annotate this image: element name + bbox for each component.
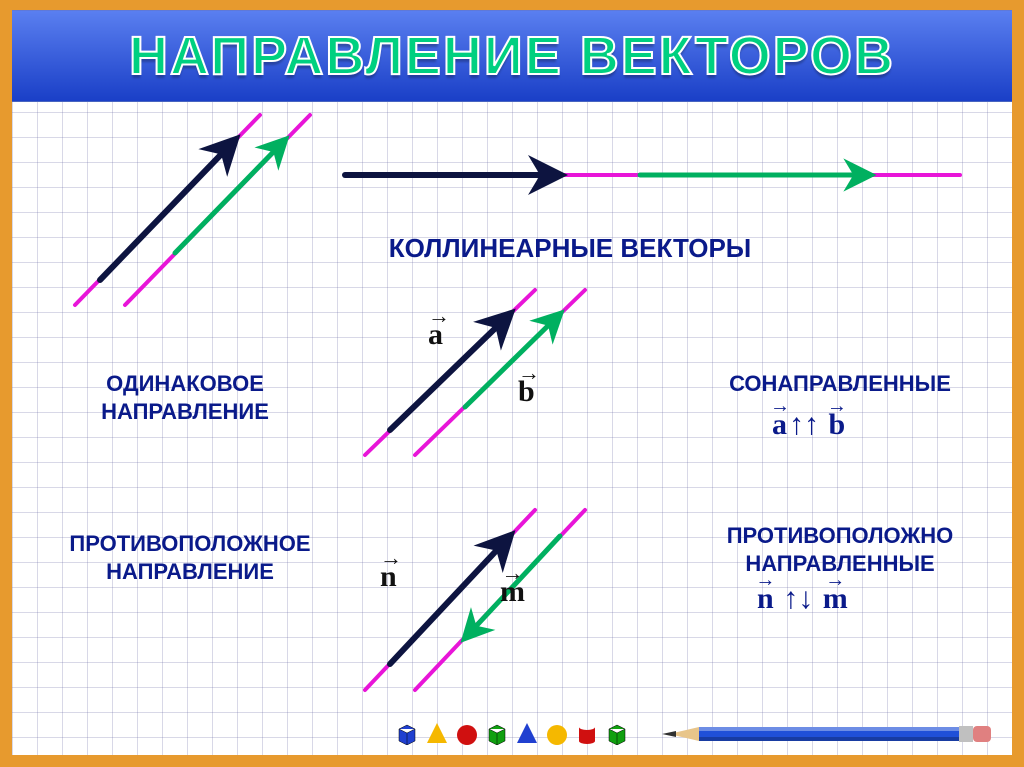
- notation-co-directed: →a↑↑ →b: [770, 408, 847, 442]
- shape-cone: [425, 721, 449, 745]
- shape-cube: [395, 721, 419, 745]
- vector-label-a: →a: [428, 318, 443, 352]
- label-collinear-vectors: КОЛЛИНЕАРНЫЕ ВЕКТОРЫ: [320, 232, 820, 265]
- vector-label-m: →m: [500, 575, 525, 609]
- shape-sphere: [545, 721, 569, 745]
- shape-cube: [605, 721, 629, 745]
- shape-cube: [485, 721, 509, 745]
- notation-opposite-directed: →n ↑↓ →m: [755, 582, 850, 616]
- shape-sphere: [455, 721, 479, 745]
- vector-label-b: →b: [518, 375, 535, 409]
- shape-pyramid: [515, 721, 539, 745]
- label-opposite-direction: ПРОТИВОПОЛОЖНОЕНАПРАВЛЕНИЕ: [40, 530, 340, 585]
- shape-cylinder: [575, 721, 599, 745]
- slide-title: НАПРАВЛЕНИЕ ВЕКТОРОВ: [129, 25, 895, 87]
- label-co-directed: СОНАПРАВЛЕННЫЕ: [700, 370, 980, 398]
- footer-3d-shapes: [395, 721, 629, 745]
- pencil-icon: [654, 721, 994, 747]
- title-bar: НАПРАВЛЕНИЕ ВЕКТОРОВ: [12, 10, 1012, 102]
- vector-label-n: →n: [380, 560, 397, 594]
- label-same-direction: ОДИНАКОВОЕНАПРАВЛЕНИЕ: [55, 370, 315, 425]
